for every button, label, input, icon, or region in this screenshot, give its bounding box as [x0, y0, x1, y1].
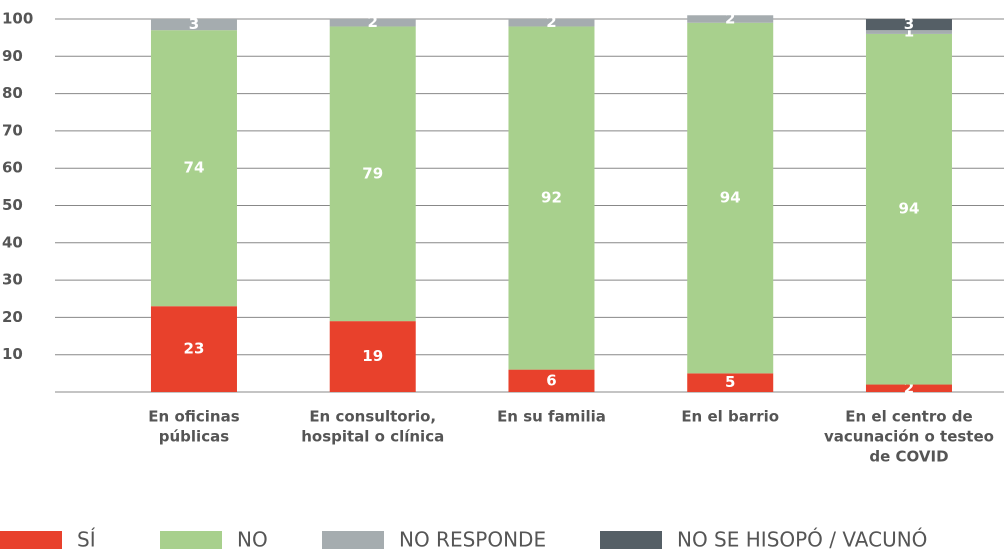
y-tick-label: 50	[2, 196, 23, 214]
bar-segment	[329, 321, 416, 392]
legend-label: NO	[237, 528, 268, 551]
bar-segment	[865, 33, 952, 385]
bar-segment	[687, 22, 774, 374]
y-tick-label: 40	[2, 233, 23, 251]
x-tick-label: En su familia	[497, 408, 606, 426]
value-label: 19	[362, 347, 383, 365]
x-tick-label: En el centro de	[845, 408, 972, 426]
legend-label: NO SE HISOPÓ / VACUNÓ	[677, 528, 927, 551]
legend-swatch	[160, 531, 222, 549]
value-label: 92	[541, 189, 562, 207]
x-tick-label: hospital o clínica	[301, 428, 444, 446]
x-tick-label: En el barrio	[681, 408, 779, 426]
legend-label: SÍ	[77, 528, 96, 551]
y-tick-label: 60	[2, 159, 23, 177]
value-label: 2	[368, 13, 378, 31]
value-label: 94	[899, 200, 920, 218]
y-tick-label: 100	[2, 10, 33, 28]
value-label: 5	[725, 373, 735, 391]
value-label: 3	[189, 15, 199, 33]
bar-segment	[329, 19, 416, 27]
y-tick-label: 70	[2, 121, 23, 139]
value-label: 94	[720, 189, 741, 207]
bar-segment	[150, 19, 237, 31]
y-tick-label: 90	[2, 47, 23, 65]
value-label: 6	[546, 371, 556, 389]
bar-segment	[508, 369, 595, 392]
value-label: 2	[546, 13, 556, 31]
bar-segment	[865, 19, 952, 31]
value-label: 74	[184, 159, 205, 177]
y-tick-label: 80	[2, 84, 23, 102]
bar-segment	[508, 26, 595, 370]
x-tick-label: públicas	[159, 428, 229, 446]
value-label: 2	[904, 379, 914, 397]
y-tick-label: 10	[2, 345, 23, 363]
legend-swatch	[0, 531, 62, 549]
legend-label: NO RESPONDE	[399, 528, 546, 551]
value-label: 2	[725, 10, 735, 28]
bar-segment	[150, 306, 237, 392]
value-label: 23	[184, 340, 205, 358]
bar-segment	[329, 26, 416, 322]
bar-segment	[687, 373, 774, 392]
value-label: 3	[904, 15, 914, 33]
value-label: 1	[904, 23, 914, 41]
value-label: 79	[362, 164, 383, 182]
x-tick-label: de COVID	[869, 448, 948, 466]
y-tick-label: 20	[2, 308, 23, 326]
x-tick-label: En consultorio,	[309, 408, 436, 426]
x-tick-label: En oficinas	[148, 408, 239, 426]
bar-segment	[865, 384, 952, 392]
legend-swatch	[322, 531, 384, 549]
bar-segment	[150, 30, 237, 307]
bar-segment	[865, 30, 952, 34]
legend-swatch	[600, 531, 662, 549]
x-tick-label: vacunación o testeo	[824, 428, 994, 446]
bar-segment	[687, 15, 774, 23]
y-tick-label: 30	[2, 271, 23, 289]
bar-segment	[508, 19, 595, 27]
